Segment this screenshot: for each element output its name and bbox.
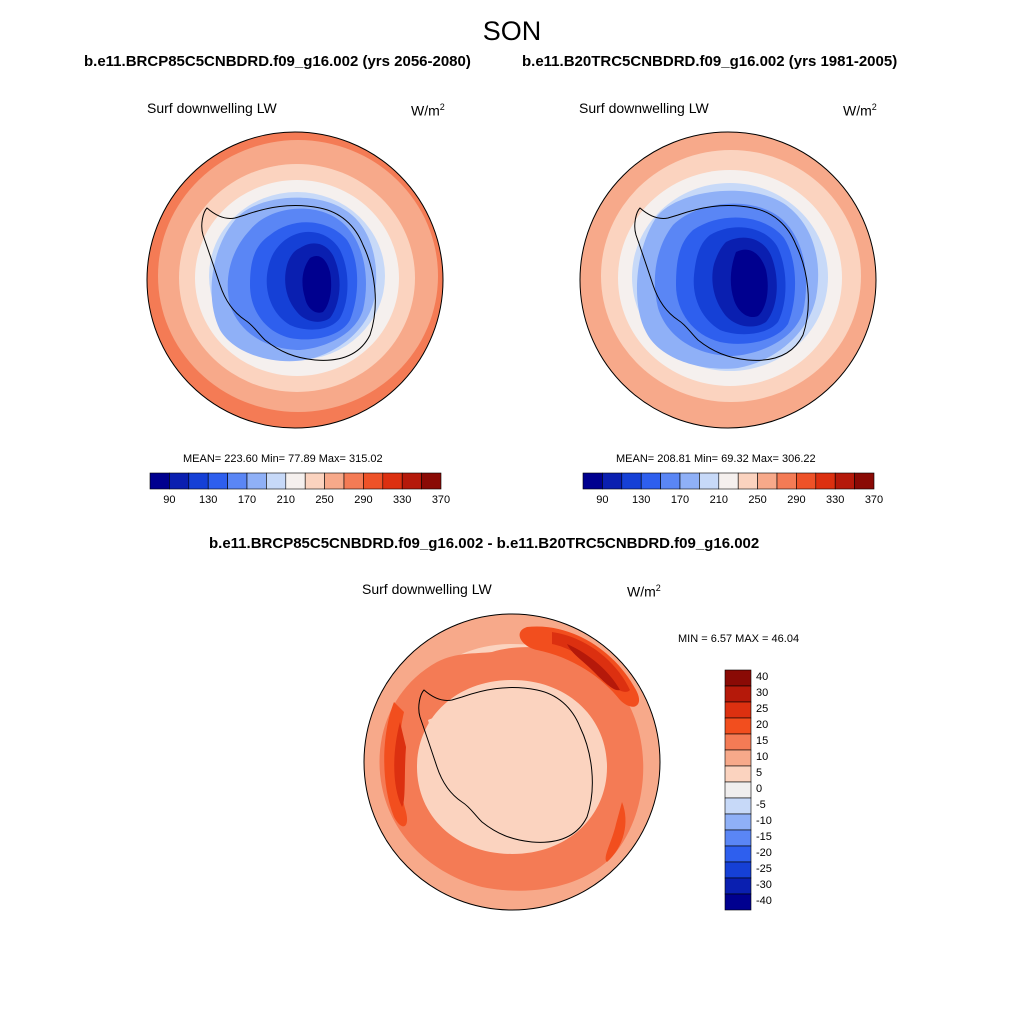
colorbar-swatch: [304, 472, 325, 490]
colorbar-tick-label: 15: [756, 735, 769, 747]
colorbar-swatch: [724, 797, 752, 815]
colorbar-swatch: [382, 472, 403, 490]
colorbar-tick-label: 370: [864, 494, 884, 506]
colorbar-swatch: [724, 813, 752, 831]
colorbar-swatch: [285, 472, 306, 490]
colorbar-swatch: [640, 472, 661, 490]
colorbar-swatch: [724, 733, 752, 751]
colorbar-swatch: [724, 781, 752, 799]
colorbar-swatch: [854, 472, 875, 490]
colorbar-swatch: [724, 749, 752, 767]
colorbar-swatch: [602, 472, 623, 490]
colorbar-swatch: [724, 861, 752, 879]
colorbar-swatch: [266, 472, 287, 490]
colorbar-swatch: [227, 472, 248, 490]
colorbar-swatch: [724, 765, 752, 783]
colorbar-swatch: [169, 472, 190, 490]
colorbar-tick-label: 0: [756, 783, 763, 795]
colorbar-tick-label: 10: [756, 751, 769, 763]
colorbar-tick-label: -30: [756, 879, 772, 891]
right-colorbar: [582, 472, 875, 490]
colorbar-swatch: [724, 829, 752, 847]
colorbar-swatch: [188, 472, 209, 490]
colorbar-tick-label: 90: [596, 494, 609, 506]
colorbar-tick-label: 250: [315, 494, 334, 506]
colorbar-swatch: [834, 472, 855, 490]
colorbar-tick-label: 90: [163, 494, 176, 506]
colorbar-tick-label: -20: [756, 847, 772, 859]
colorbar-swatch: [582, 472, 603, 490]
colorbar-tick-label: 20: [756, 719, 769, 731]
colorbar-swatch: [660, 472, 681, 490]
colorbar-swatch: [324, 472, 345, 490]
left-units-label: W/m2: [411, 102, 445, 119]
right-variable-label: Surf downwelling LW: [579, 100, 709, 116]
right-stats: MEAN= 208.81 Min= 69.32 Max= 306.22: [616, 453, 816, 465]
colorbar-swatch: [724, 685, 752, 703]
left-polar-map: [146, 131, 444, 429]
colorbar-swatch: [679, 472, 700, 490]
diff-variable-label: Surf downwelling LW: [362, 581, 492, 597]
colorbar-tick-label: 250: [748, 494, 767, 506]
diff-case-title: b.e11.BRCP85C5CNBDRD.f09_g16.002 - b.e11…: [209, 535, 760, 552]
colorbar-swatch: [246, 472, 267, 490]
colorbar-tick-label: 330: [393, 494, 412, 506]
colorbar-swatch: [737, 472, 758, 490]
colorbar-tick-label: 130: [632, 494, 651, 506]
colorbar-tick-label: 210: [709, 494, 728, 506]
left-colorbar: [149, 472, 442, 490]
figure-title: SON: [482, 16, 542, 46]
colorbar-swatch: [724, 717, 752, 735]
colorbar-swatch: [757, 472, 778, 490]
colorbar-swatch: [724, 701, 752, 719]
colorbar-swatch: [724, 877, 752, 895]
colorbar-tick-label: 210: [276, 494, 295, 506]
left-variable-label: Surf downwelling LW: [147, 100, 277, 116]
right-units-label: W/m2: [843, 102, 877, 119]
diff-stats: MIN = 6.57 MAX = 46.04: [678, 633, 800, 645]
colorbar-tick-label: 170: [670, 494, 690, 506]
colorbar-swatch: [699, 472, 720, 490]
right-polar-map: [579, 131, 877, 429]
colorbar-tick-label: -25: [756, 863, 772, 875]
colorbar-swatch: [724, 845, 752, 863]
left-stats: MEAN= 223.60 Min= 77.89 Max= 315.02: [183, 453, 383, 465]
colorbar-swatch: [401, 472, 422, 490]
colorbar-tick-label: 40: [756, 671, 769, 683]
colorbar-tick-label: 170: [237, 494, 257, 506]
colorbar-swatch: [149, 472, 170, 490]
colorbar-tick-label: 30: [756, 687, 769, 699]
colorbar-tick-label: 290: [787, 494, 806, 506]
colorbar-swatch: [343, 472, 364, 490]
colorbar-swatch: [815, 472, 836, 490]
colorbar-tick-label: 330: [826, 494, 845, 506]
colorbar-tick-label: 5: [756, 767, 763, 779]
colorbar-swatch: [724, 893, 752, 911]
colorbar-swatch: [621, 472, 642, 490]
diff-colorbar: [724, 669, 752, 911]
colorbar-tick-label: 25: [756, 703, 769, 715]
colorbar-swatch: [724, 669, 752, 687]
colorbar-tick-label: 370: [431, 494, 451, 506]
colorbar-tick-label: 130: [199, 494, 218, 506]
colorbar-swatch: [207, 472, 228, 490]
left-case-title: b.e11.BRCP85C5CNBDRD.f09_g16.002 (yrs 20…: [84, 53, 471, 70]
colorbar-tick-label: -5: [756, 799, 766, 811]
colorbar-swatch: [421, 472, 442, 490]
colorbar-swatch: [363, 472, 384, 490]
colorbar-tick-label: 290: [354, 494, 373, 506]
diff-units-label: W/m2: [627, 583, 661, 600]
colorbar-swatch: [718, 472, 739, 490]
colorbar-tick-label: -15: [756, 831, 772, 843]
colorbar-tick-label: -40: [756, 895, 772, 907]
right-case-title: b.e11.B20TRC5CNBDRD.f09_g16.002 (yrs 198…: [522, 53, 898, 70]
diff-polar-map: [363, 613, 661, 911]
colorbar-swatch: [776, 472, 797, 490]
colorbar-tick-label: -10: [756, 815, 772, 827]
colorbar-swatch: [796, 472, 817, 490]
